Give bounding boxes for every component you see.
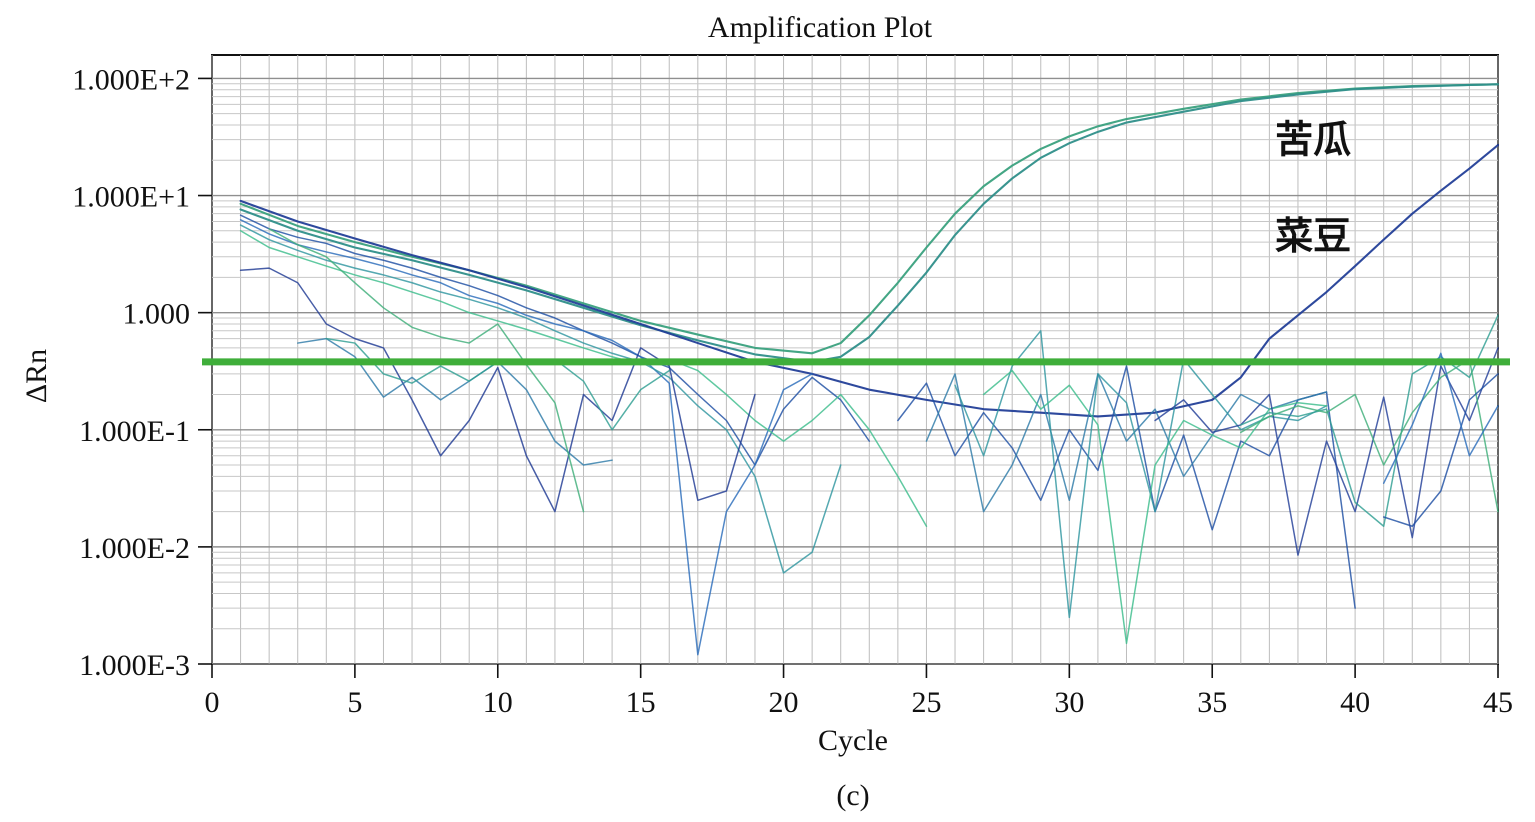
y-tick-label: 1.000E+1 bbox=[72, 181, 190, 214]
figure-caption: (c) bbox=[836, 779, 869, 812]
series-line-2 bbox=[239, 83, 1500, 363]
annotation-bitter-gourd: 苦瓜 bbox=[1275, 118, 1351, 162]
series-line-17 bbox=[1240, 314, 1499, 528]
series-line-5 bbox=[239, 219, 813, 656]
x-tick-label: 25 bbox=[911, 686, 941, 719]
series-line-19 bbox=[1382, 373, 1499, 528]
series-line-4 bbox=[239, 214, 871, 466]
y-tick-label: 1.000E-3 bbox=[79, 649, 190, 682]
x-axis-label: Cycle bbox=[818, 724, 888, 757]
y-tick-label: 1.000E-1 bbox=[79, 415, 190, 448]
x-tick-label: 35 bbox=[1197, 686, 1227, 719]
y-axis-label: ΔRn bbox=[20, 349, 53, 403]
axis-layer: 0 5 10 15 20 25 30 35 40 45 1.000E+2 1.000E+1 1.000 1… bbox=[72, 63, 1513, 719]
series-line-20 bbox=[1382, 352, 1499, 484]
chart-title: Amplification Plot bbox=[708, 11, 933, 44]
series-line-7 bbox=[239, 230, 928, 528]
series-line-12 bbox=[897, 365, 1356, 609]
series-line-11 bbox=[268, 228, 585, 513]
y-tick-label: 1.000E-2 bbox=[79, 532, 190, 565]
series-line-15 bbox=[982, 369, 1328, 645]
series-line-6 bbox=[239, 224, 842, 574]
x-tick-label: 45 bbox=[1483, 686, 1513, 719]
x-tick-label: 10 bbox=[483, 686, 513, 719]
x-tick-label: 15 bbox=[626, 686, 656, 719]
x-tick-label: 40 bbox=[1340, 686, 1370, 719]
series-line-3 bbox=[239, 143, 1500, 418]
annotation-kidney-bean: 菜豆 bbox=[1275, 214, 1351, 258]
y-tick-label: 1.000E+2 bbox=[72, 63, 190, 96]
series-line-9 bbox=[296, 337, 613, 466]
series-line-16 bbox=[1154, 347, 1499, 556]
x-tick-label: 5 bbox=[347, 686, 362, 719]
x-tick-label: 30 bbox=[1054, 686, 1084, 719]
x-tick-label: 0 bbox=[205, 686, 220, 719]
series-line-8 bbox=[239, 267, 756, 513]
y-tick-label: 1.000 bbox=[123, 298, 191, 331]
series-line-18 bbox=[1240, 358, 1499, 513]
x-tick-label: 20 bbox=[769, 686, 799, 719]
